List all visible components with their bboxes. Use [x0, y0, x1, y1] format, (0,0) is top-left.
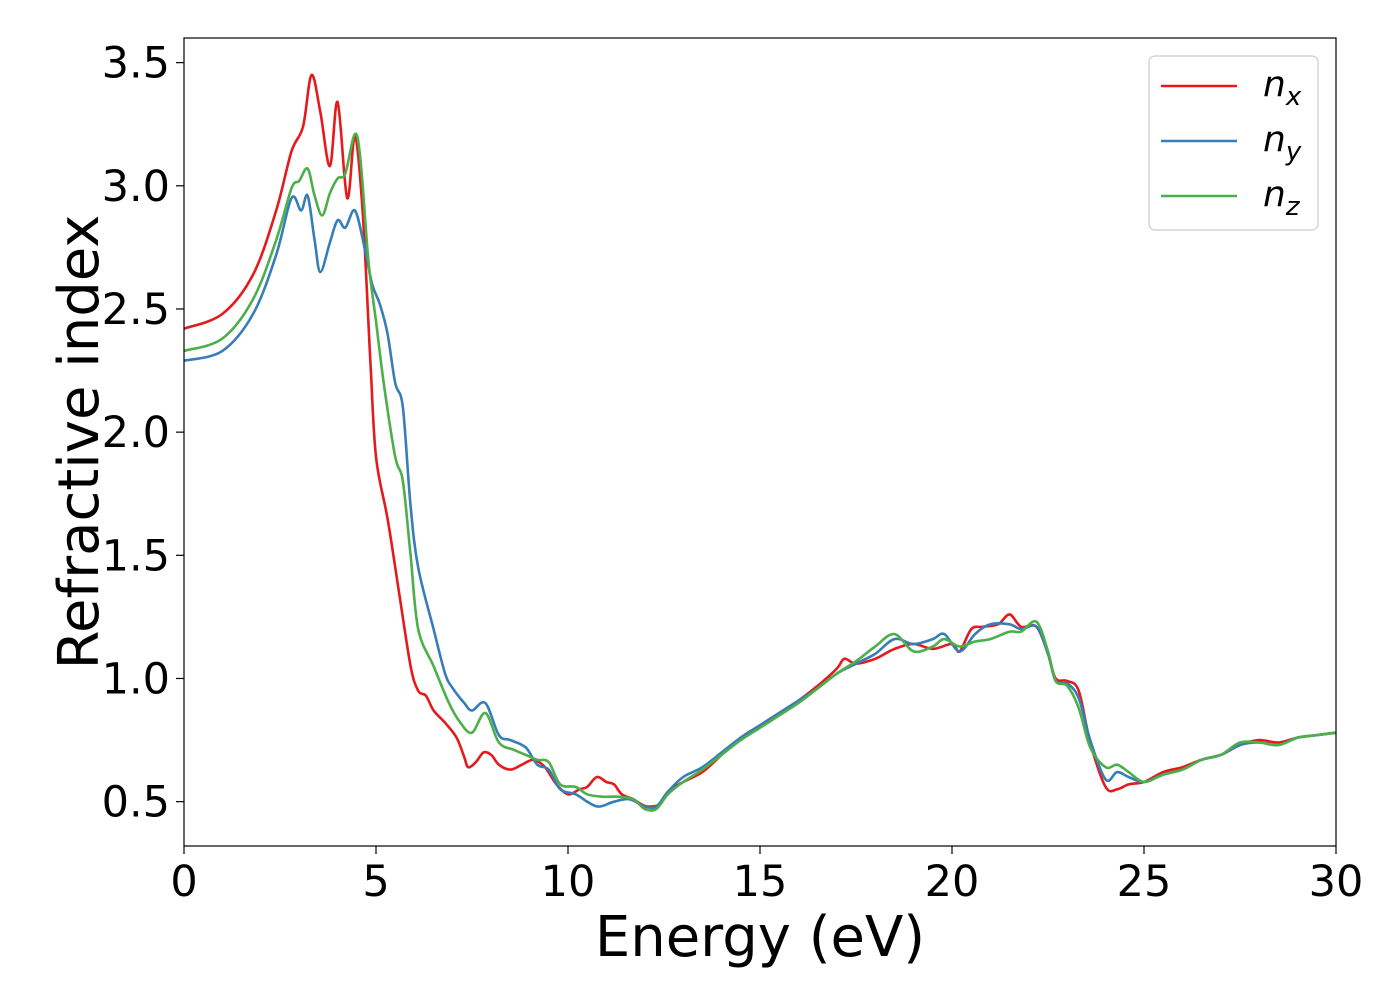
- series-line-ny: [184, 193, 1336, 810]
- y-tick-label: 2.5: [102, 285, 170, 335]
- y-axis-label: Refractive index: [47, 215, 112, 670]
- y-tick-label: 0.5: [102, 778, 170, 828]
- legend-entry: ny: [1263, 119, 1302, 167]
- y-tick-label: 3.0: [102, 162, 170, 212]
- x-axis: 0 5 10 15 20 25 30: [170, 846, 1363, 907]
- series-line-nz: [184, 132, 1336, 812]
- x-tick-label: 0: [170, 857, 197, 907]
- legend-entry: nx: [1263, 64, 1302, 112]
- y-axis: 0.5 1.0 1.5 2.0 2.5 3.0 3.5: [102, 39, 184, 828]
- y-tick-label: 3.5: [102, 39, 170, 89]
- legend: nx ny nz: [1148, 55, 1319, 231]
- legend-entry: nz: [1263, 174, 1301, 222]
- x-tick-label: 25: [1117, 857, 1172, 907]
- series-layer: [184, 73, 1336, 812]
- legend-box: [1148, 55, 1319, 231]
- y-tick-label: 2.0: [102, 408, 170, 458]
- x-tick-label: 30: [1309, 857, 1364, 907]
- y-tick-label: 1.5: [102, 531, 170, 581]
- x-tick-label: 20: [925, 857, 980, 907]
- x-axis-label: Energy (eV): [595, 905, 925, 970]
- x-tick-label: 15: [733, 857, 788, 907]
- x-tick-label: 10: [541, 857, 596, 907]
- x-tick-label: 5: [362, 857, 389, 907]
- y-tick-label: 1.0: [102, 654, 170, 704]
